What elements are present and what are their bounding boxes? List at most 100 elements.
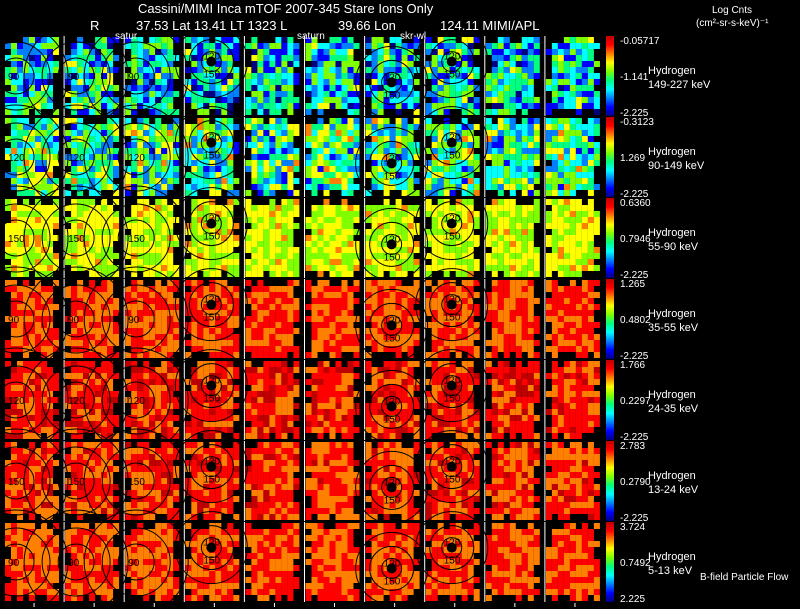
pixel bbox=[281, 247, 288, 253]
pixel bbox=[521, 142, 528, 148]
pixel bbox=[101, 130, 108, 136]
pixel bbox=[209, 160, 216, 166]
pixel bbox=[335, 103, 342, 109]
pixel bbox=[575, 241, 582, 247]
pixel bbox=[149, 166, 156, 172]
pixel bbox=[497, 178, 504, 184]
pixel bbox=[335, 403, 342, 409]
pixel bbox=[131, 178, 138, 184]
pixel bbox=[197, 298, 204, 304]
pixel bbox=[497, 85, 504, 91]
pixel bbox=[449, 205, 456, 211]
pixel bbox=[23, 259, 29, 265]
pixel bbox=[77, 85, 84, 91]
pixel bbox=[443, 97, 450, 103]
pixel bbox=[17, 229, 23, 235]
pixel bbox=[437, 172, 444, 178]
pixel bbox=[395, 199, 402, 205]
pixel bbox=[521, 148, 528, 154]
pixel bbox=[41, 397, 47, 403]
pixel bbox=[467, 37, 474, 43]
pixel bbox=[389, 136, 396, 142]
contour bbox=[0, 41, 51, 111]
pixel bbox=[173, 271, 180, 277]
pixel bbox=[347, 142, 354, 148]
pixel bbox=[317, 142, 324, 148]
pixel bbox=[71, 340, 78, 346]
pixel bbox=[83, 43, 90, 49]
pixel bbox=[569, 217, 576, 223]
pixel bbox=[47, 253, 53, 259]
pixel bbox=[449, 148, 456, 154]
pixel bbox=[83, 421, 90, 427]
pixel bbox=[41, 67, 47, 73]
pixel bbox=[149, 91, 156, 97]
pixel bbox=[503, 265, 510, 271]
pixel bbox=[491, 322, 498, 328]
pixel bbox=[113, 415, 120, 421]
pixel bbox=[263, 91, 270, 97]
pixel bbox=[281, 37, 288, 43]
pixel bbox=[83, 286, 90, 292]
pixel bbox=[209, 205, 216, 211]
pixel bbox=[185, 136, 192, 142]
pixel bbox=[503, 103, 510, 109]
pixel bbox=[341, 190, 348, 196]
pixel bbox=[89, 97, 96, 103]
pixel bbox=[587, 334, 594, 340]
pixel bbox=[425, 190, 432, 196]
pixel bbox=[377, 304, 384, 310]
pixel bbox=[587, 316, 594, 322]
pixel bbox=[509, 280, 516, 286]
pixel bbox=[251, 241, 258, 247]
pixel bbox=[371, 223, 378, 229]
pixel bbox=[161, 304, 168, 310]
pixel bbox=[131, 79, 138, 85]
pixel bbox=[197, 91, 204, 97]
pixel bbox=[113, 190, 120, 196]
pixel bbox=[263, 427, 270, 433]
pixel bbox=[395, 271, 402, 277]
pixel bbox=[455, 346, 462, 352]
pixel bbox=[449, 184, 456, 190]
pixel bbox=[125, 223, 132, 229]
pixel bbox=[581, 49, 588, 55]
pixel bbox=[293, 190, 300, 196]
pixel bbox=[473, 259, 480, 265]
pixel bbox=[161, 259, 168, 265]
pixel bbox=[95, 253, 102, 259]
pixel bbox=[191, 184, 198, 190]
pixel bbox=[197, 253, 204, 259]
pixel bbox=[407, 61, 414, 67]
pixel bbox=[335, 415, 342, 421]
pixel bbox=[437, 79, 444, 85]
pixel bbox=[77, 97, 84, 103]
pixel bbox=[503, 37, 510, 43]
pixel bbox=[407, 148, 414, 154]
pixel bbox=[563, 136, 570, 142]
pixel bbox=[167, 229, 174, 235]
pixel bbox=[269, 172, 276, 178]
pixel bbox=[143, 148, 150, 154]
pixel bbox=[533, 298, 540, 304]
pixel bbox=[395, 91, 402, 97]
pixel bbox=[353, 172, 360, 178]
pixel bbox=[377, 142, 384, 148]
pixel bbox=[377, 97, 384, 103]
pixel bbox=[83, 79, 90, 85]
pixel bbox=[413, 109, 420, 115]
pixel bbox=[557, 235, 564, 241]
pixel bbox=[527, 97, 534, 103]
pixel bbox=[521, 241, 528, 247]
pixel bbox=[389, 334, 396, 340]
pixel bbox=[443, 61, 450, 67]
pixel bbox=[197, 43, 204, 49]
pixel bbox=[347, 427, 354, 433]
pixel bbox=[137, 241, 144, 247]
pixel bbox=[143, 304, 150, 310]
pixel bbox=[83, 211, 90, 217]
pixel bbox=[89, 49, 96, 55]
pixel bbox=[287, 172, 294, 178]
pixel bbox=[23, 55, 29, 61]
pixel bbox=[287, 67, 294, 73]
